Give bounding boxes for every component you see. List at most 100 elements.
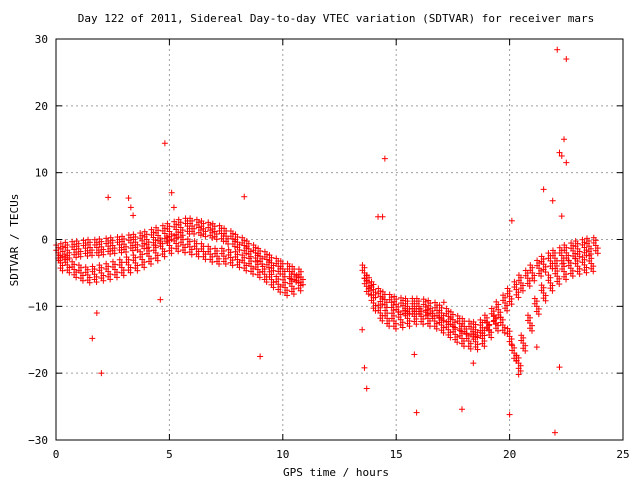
data-point <box>501 329 508 336</box>
data-point <box>216 261 223 268</box>
y-tick-label: 10 <box>35 167 48 180</box>
outlier-point <box>157 296 164 303</box>
data-point <box>284 292 291 299</box>
outlier-point <box>241 193 248 200</box>
data-point <box>209 259 216 266</box>
data-point <box>182 249 189 256</box>
data-point <box>86 279 93 286</box>
data-point <box>390 307 397 314</box>
outlier-point <box>506 411 513 418</box>
data-point <box>141 264 148 271</box>
outlier-point <box>563 56 570 63</box>
outlier-point <box>556 149 563 156</box>
data-point <box>508 341 515 348</box>
data-point <box>542 269 549 276</box>
data-point <box>129 247 136 254</box>
data-point <box>569 273 576 280</box>
data-point <box>379 301 386 308</box>
outlier-point <box>127 204 134 211</box>
data-point <box>583 269 590 276</box>
outlier-point <box>558 152 565 159</box>
data-point <box>549 287 556 294</box>
data-point <box>95 252 102 259</box>
data-point <box>433 325 440 332</box>
data-point <box>535 311 542 318</box>
x-tick-label: 25 <box>616 448 629 461</box>
outlier-point <box>381 155 388 162</box>
data-point <box>188 251 195 258</box>
data-point <box>488 334 495 341</box>
data-point <box>270 284 277 291</box>
data-point <box>297 287 304 294</box>
data-point <box>222 261 229 268</box>
outlier-point <box>130 212 137 219</box>
chart-title: Day 122 of 2011, Sidereal Day-to-day VTE… <box>78 12 595 25</box>
outlier-point <box>508 217 515 224</box>
y-tick-label: 0 <box>41 234 48 247</box>
data-point <box>379 317 386 324</box>
data-point <box>77 253 84 260</box>
data-point <box>168 250 175 257</box>
outlier-point <box>168 189 175 196</box>
data-point <box>123 248 130 255</box>
data-point <box>100 251 107 258</box>
data-point <box>392 325 399 332</box>
data-point <box>89 252 96 259</box>
outlier-point <box>170 204 177 211</box>
data-point <box>202 233 209 240</box>
outlier-point <box>257 353 264 360</box>
data-point <box>265 264 272 271</box>
data-point <box>481 343 488 350</box>
data-point <box>590 268 597 275</box>
data-point <box>120 272 127 279</box>
y-tick-label: −20 <box>28 367 48 380</box>
data-point <box>107 250 114 257</box>
outlier-point <box>458 406 465 413</box>
data-point <box>197 232 204 239</box>
x-tick-label: 20 <box>503 448 516 461</box>
outlier-point <box>125 195 132 202</box>
data-point <box>111 250 118 257</box>
data-point <box>256 274 263 281</box>
data-point <box>213 236 220 243</box>
data-point <box>494 327 501 334</box>
data-point <box>542 297 549 304</box>
data-point <box>147 261 154 268</box>
x-tick-label: 0 <box>53 448 60 461</box>
data-point <box>474 346 481 353</box>
data-point <box>508 301 515 308</box>
axis-ticks: 0 5 10 15 20 25 −30 −20 −10 0 10 20 30 <box>28 33 630 461</box>
outlier-point <box>551 429 558 436</box>
data-point <box>399 324 406 331</box>
data-point <box>243 250 250 257</box>
outlier-point <box>556 364 563 371</box>
data-point <box>576 271 583 278</box>
data-point <box>447 334 454 341</box>
y-tick-label: 30 <box>35 33 48 46</box>
x-tick-label: 10 <box>276 448 289 461</box>
x-axis-label: GPS time / hours <box>283 466 389 479</box>
data-point <box>526 283 533 290</box>
y-tick-label: −30 <box>28 434 48 447</box>
outlier-point <box>413 409 420 416</box>
outlier-point <box>89 335 96 342</box>
data-point <box>243 267 250 274</box>
y-tick-label: −10 <box>28 300 48 313</box>
outlier-point <box>561 136 568 143</box>
outlier-point <box>359 326 366 333</box>
outlier-point <box>563 159 570 166</box>
data-point <box>467 345 474 352</box>
data-point <box>66 269 73 276</box>
outlier-point <box>540 186 547 193</box>
data-point <box>79 277 86 284</box>
data-point <box>277 289 284 296</box>
data-point <box>263 279 270 286</box>
outlier-point <box>379 213 386 220</box>
data-point <box>100 277 107 284</box>
data-point <box>175 248 182 255</box>
data-point <box>209 234 216 241</box>
data-points <box>53 46 601 436</box>
data-point <box>59 267 66 274</box>
data-point <box>290 291 297 298</box>
outlier-point <box>161 140 168 147</box>
